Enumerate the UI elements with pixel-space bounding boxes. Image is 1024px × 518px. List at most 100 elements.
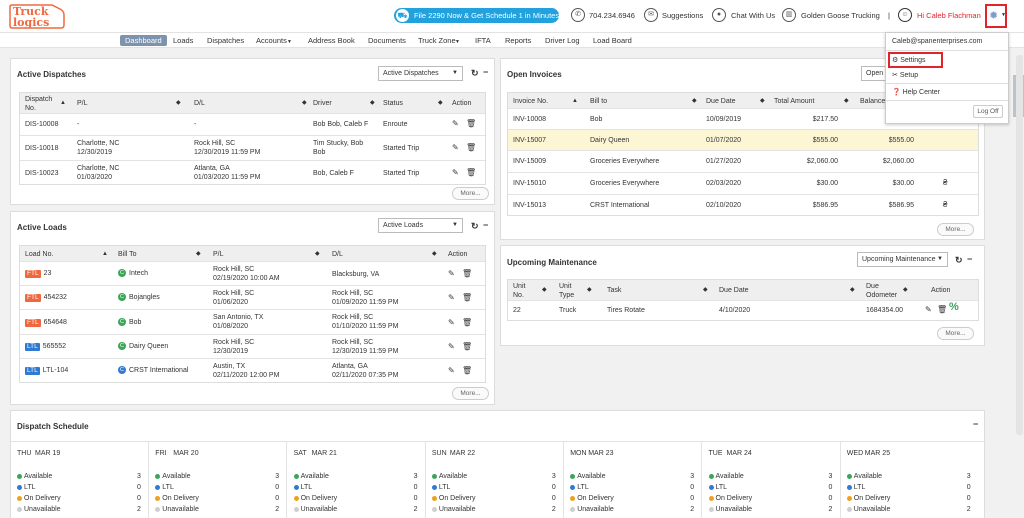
table-row[interactable]: FTL 654648 C Bob San Antonio, TX 01/08/202… — [20, 310, 485, 335]
status-count[interactable]: 0 — [137, 484, 141, 491]
company-name[interactable]: Golden Goose Trucking — [801, 11, 880, 20]
status-count[interactable]: 0 — [828, 495, 833, 502]
nav-dispatches[interactable]: Dispatches — [207, 36, 245, 45]
col-header[interactable]: Due Date — [719, 287, 749, 294]
active-loads-select[interactable]: Active Loads ▼ — [378, 218, 463, 233]
status-count[interactable]: 3 — [551, 473, 556, 480]
nav-documents[interactable]: Documents — [368, 36, 406, 45]
sort-icon[interactable]: ◆ — [850, 287, 855, 293]
sort-icon[interactable]: ◆ — [302, 100, 307, 106]
status-count[interactable]: 0 — [275, 484, 280, 491]
more-button[interactable]: More... — [452, 387, 489, 400]
load-no[interactable]: 23 — [43, 270, 52, 277]
load-no[interactable]: 654648 — [43, 319, 67, 326]
sort-icon[interactable]: ◆ — [703, 287, 708, 293]
sort-asc-icon[interactable]: ▲ — [60, 100, 66, 106]
trash-icon[interactable]: 🗑 — [462, 269, 473, 278]
nav-address-book[interactable]: Address Book — [308, 36, 355, 45]
nav-reports[interactable]: Reports — [505, 36, 532, 45]
day-date[interactable]: MAR 23 — [588, 450, 614, 457]
day-header[interactable]: SAT — [293, 450, 307, 457]
table-row[interactable]: 22 Truck Tires Rotate 4/10/2020 1684354.… — [508, 301, 978, 321]
day-date[interactable]: MAR 24 — [726, 450, 752, 457]
edit-icon[interactable]: ✎ — [452, 168, 459, 177]
trash-icon[interactable]: 🗑 — [462, 366, 473, 375]
sort-icon[interactable]: ◆ — [587, 287, 592, 293]
status-count[interactable]: 0 — [137, 495, 141, 502]
edit-icon[interactable]: ✎ — [448, 342, 455, 351]
scrollbar[interactable] — [1016, 55, 1023, 435]
status-count[interactable]: 3 — [275, 473, 280, 480]
refresh-icon[interactable]: ↻ — [471, 68, 479, 78]
user-greeting[interactable]: Hi Caleb Flachman — [917, 11, 981, 20]
sort-icon[interactable]: ◆ — [196, 251, 201, 257]
collapse-icon[interactable]: − — [967, 254, 973, 264]
table-row[interactable]: INV-15013 CRST International 02/10/2020 … — [508, 195, 978, 216]
day-header[interactable]: SUN — [431, 450, 447, 457]
edit-icon[interactable]: ✎ — [452, 119, 459, 128]
sort-icon[interactable]: ◆ — [903, 287, 908, 293]
col-header[interactable]: Balance — [860, 98, 886, 105]
status-count[interactable]: 2 — [275, 506, 280, 513]
trash-icon[interactable]: 🗑 — [466, 143, 477, 152]
table-row[interactable]: DIS-10023 Charlotte, NC 01/03/2020 Atlan… — [20, 161, 485, 185]
status-count[interactable]: 3 — [966, 473, 971, 480]
load-no[interactable]: 454232 — [43, 294, 67, 301]
truck-logics-logo[interactable]: Truck logics — [8, 3, 66, 30]
help-center-menu-item[interactable]: ❓ Help Center — [892, 89, 941, 96]
settings-menu-item[interactable]: ⚙ Settings — [892, 57, 926, 64]
gear-icon[interactable]: ✹ — [989, 10, 999, 22]
refresh-icon[interactable]: ↻ — [471, 221, 479, 231]
form-2290-promo-button[interactable]: ⛟ File 2290 Now & Get Schedule 1 in Minu… — [394, 8, 559, 23]
status-count[interactable]: 3 — [137, 473, 141, 480]
chat-link[interactable]: Chat With Us — [731, 11, 776, 20]
col-header[interactable]: Unit Type — [559, 283, 575, 299]
sort-icon[interactable]: ◆ — [692, 98, 697, 104]
suggestions-link[interactable]: Suggestions — [662, 11, 704, 20]
load-no[interactable]: LTL-104 — [42, 367, 69, 374]
status-count[interactable]: 3 — [828, 473, 833, 480]
status-count[interactable]: 0 — [828, 484, 833, 491]
col-header[interactable]: P/L — [213, 251, 224, 258]
nav-driver-log[interactable]: Driver Log — [545, 36, 580, 45]
invoice-no[interactable]: INV-15007 — [513, 137, 547, 144]
collapse-icon[interactable]: − — [483, 67, 489, 77]
edit-icon[interactable]: ✎ — [448, 293, 455, 302]
trash-icon[interactable]: 🗑 — [937, 305, 948, 314]
day-header[interactable]: TUE — [708, 450, 723, 457]
col-header[interactable]: Bill To — [118, 251, 137, 258]
nav-accounts[interactable]: Accounts — [256, 36, 287, 45]
status-count[interactable]: 2 — [690, 506, 695, 513]
invoice-no[interactable]: INV-10008 — [513, 116, 547, 123]
setup-menu-item[interactable]: ✂ Setup — [892, 72, 919, 79]
invoice-no[interactable]: INV-15013 — [513, 202, 547, 209]
day-header[interactable]: MON — [570, 450, 587, 457]
trash-icon[interactable]: 🗑 — [462, 293, 473, 302]
status-count[interactable]: 0 — [551, 484, 556, 491]
sort-asc-icon[interactable]: ▲ — [572, 98, 578, 104]
day-header[interactable]: WED — [846, 450, 864, 457]
trash-icon[interactable]: 🗑 — [462, 342, 473, 351]
collapse-icon[interactable]: − — [973, 419, 979, 429]
table-row[interactable]: INV-15010 Groceries Everywhere 02/03/202… — [508, 173, 978, 195]
col-header[interactable]: P/L — [77, 100, 88, 107]
col-header[interactable]: Task — [607, 287, 622, 294]
payment-icon[interactable]: ₴ — [943, 178, 948, 187]
col-header[interactable]: D/L — [332, 251, 343, 258]
more-button[interactable]: More... — [937, 327, 974, 340]
status-count[interactable]: 0 — [966, 484, 971, 491]
sort-icon[interactable]: ◆ — [176, 100, 181, 106]
col-header[interactable]: Unit No. — [513, 283, 526, 299]
invoice-no[interactable]: INV-15010 — [513, 180, 547, 187]
active-dispatches-select[interactable]: Active Dispatches ▼ — [378, 66, 463, 81]
day-header[interactable]: FRI — [155, 450, 167, 457]
day-date[interactable]: MAR 19 — [35, 450, 61, 457]
status-count[interactable]: 2 — [828, 506, 833, 513]
sort-icon[interactable]: ◆ — [315, 251, 320, 257]
trash-icon[interactable]: 🗑 — [462, 318, 473, 327]
status-count[interactable]: 0 — [275, 495, 280, 502]
more-button[interactable]: More... — [452, 187, 489, 200]
status-count[interactable]: 0 — [413, 495, 418, 502]
nav-ifta[interactable]: IFTA — [475, 36, 491, 45]
dispatch-no[interactable]: DIS-10008 — [25, 121, 59, 128]
